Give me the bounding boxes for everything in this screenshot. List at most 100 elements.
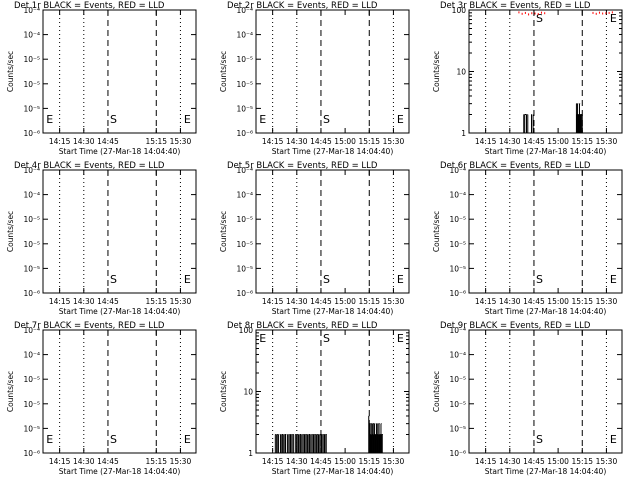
x-tick-label: 14:30 xyxy=(286,137,308,146)
x-tick-label: 15:15 xyxy=(358,297,380,306)
panel-det-4: Det 4r BLACK = Events, RED = LLD10⁻⁴10⁻⁴… xyxy=(6,161,197,316)
plot-frame xyxy=(42,9,197,134)
x-tick-label: 14:30 xyxy=(73,297,95,306)
y-tick-label: 10⁻⁵ xyxy=(23,55,40,64)
x-tick-label: 15:15 xyxy=(358,137,380,146)
x-tick-label: 14:30 xyxy=(499,297,521,306)
y-tick-label: 10 xyxy=(243,388,253,397)
x-axis-label: Start Time (27-Mar-18 14:04:40) xyxy=(485,467,607,476)
x-tick-label: 14:15 xyxy=(262,457,284,466)
x-tick-label: 14:45 xyxy=(523,297,545,306)
x-tick-label: 15:15 xyxy=(145,137,167,146)
x-tick-label: 14:45 xyxy=(97,137,119,146)
x-tick-label: 15:30 xyxy=(596,297,618,306)
x-tick-label: 14:30 xyxy=(286,457,308,466)
x-tick-label: 14:15 xyxy=(262,297,284,306)
plot-frame xyxy=(255,9,410,134)
marker-s: S xyxy=(110,273,117,286)
x-tick-label: 14:15 xyxy=(262,137,284,146)
x-tick-label: 15:30 xyxy=(383,297,405,306)
y-tick-label: 10⁻⁴ xyxy=(449,191,466,200)
series-lld xyxy=(518,11,613,16)
y-tick-label: 10⁻⁴ xyxy=(23,191,40,200)
y-tick-label: 10⁻⁶ xyxy=(236,289,253,298)
marker-s: S xyxy=(536,12,543,25)
x-tick-label: 15:30 xyxy=(170,457,192,466)
y-tick-label: 10⁻⁵ xyxy=(23,215,40,224)
x-tick-label: 14:15 xyxy=(475,137,497,146)
marker-e: E xyxy=(184,113,191,126)
x-tick-label: 15:30 xyxy=(170,137,192,146)
panel-title: Det 8r BLACK = Events, RED = LLD xyxy=(227,321,378,331)
x-tick-label: 14:30 xyxy=(499,457,521,466)
marker-e: E xyxy=(259,113,266,126)
y-tick-label: 10⁻⁵ xyxy=(449,215,466,224)
marker-e: E xyxy=(397,273,404,286)
x-tick-label: 15:30 xyxy=(383,457,405,466)
x-axis-label: Start Time (27-Mar-18 14:04:40) xyxy=(485,307,607,316)
x-tick-label: 15:30 xyxy=(596,137,618,146)
x-tick-label: 14:45 xyxy=(310,457,332,466)
y-tick-label: 10⁻⁵ xyxy=(449,375,466,384)
y-tick-label: 10⁻⁵ xyxy=(236,240,253,249)
y-tick-label: 1 xyxy=(248,449,253,458)
y-tick-label: 10⁻⁵ xyxy=(236,264,253,273)
y-axis-label: Counts/sec xyxy=(219,371,228,412)
y-tick-label: 10 xyxy=(456,68,466,77)
marker-e: E xyxy=(46,433,53,446)
x-tick-label: 15:30 xyxy=(170,297,192,306)
y-tick-label: 1 xyxy=(461,129,466,138)
y-tick-label: 10⁻⁴ xyxy=(236,6,253,15)
x-tick-label: 14:30 xyxy=(499,137,521,146)
x-tick-label: 15:00 xyxy=(547,137,569,146)
plot-frame xyxy=(255,169,410,294)
y-tick-label: 10⁻⁴ xyxy=(236,166,253,175)
panel-title: Det 3r BLACK = Events, RED = LLD xyxy=(440,1,591,11)
x-tick-label: 14:45 xyxy=(97,297,119,306)
x-tick-label: 15:15 xyxy=(358,457,380,466)
x-tick-label: 14:15 xyxy=(49,297,71,306)
y-axis-label: Counts/sec xyxy=(432,211,441,252)
x-tick-label: 15:00 xyxy=(334,457,356,466)
y-tick-label: 10⁻⁵ xyxy=(23,375,40,384)
x-axis-label: Start Time (27-Mar-18 14:04:40) xyxy=(59,467,181,476)
x-tick-label: 14:45 xyxy=(310,137,332,146)
panel-title: Det 9r BLACK = Events, RED = LLD xyxy=(440,321,591,331)
y-axis-label: Counts/sec xyxy=(432,51,441,92)
marker-e: E xyxy=(259,332,266,345)
series-events xyxy=(274,415,384,454)
panel-title: Det 7r BLACK = Events, RED = LLD xyxy=(14,321,165,331)
marker-e: E xyxy=(184,273,191,286)
y-tick-label: 10⁻⁵ xyxy=(23,104,40,113)
y-tick-label: 10⁻⁶ xyxy=(449,449,466,458)
y-tick-label: 10⁻⁶ xyxy=(236,129,253,138)
x-tick-label: 14:30 xyxy=(286,297,308,306)
panel-title: Det 1r BLACK = Events, RED = LLD xyxy=(14,1,165,11)
x-axis-label: Start Time (27-Mar-18 14:04:40) xyxy=(59,147,181,156)
y-tick-label: 10⁻⁶ xyxy=(449,289,466,298)
marker-s: S xyxy=(323,113,330,126)
y-tick-label: 10⁻⁵ xyxy=(236,215,253,224)
panel-title: Det 4r BLACK = Events, RED = LLD xyxy=(14,161,165,171)
y-tick-label: 10⁻⁵ xyxy=(236,80,253,89)
panel-det-7: Det 7r BLACK = Events, RED = LLD10⁻⁴10⁻⁴… xyxy=(6,321,197,476)
y-axis-label: Counts/sec xyxy=(6,211,15,252)
panel-det-9: Det 9r BLACK = Events, RED = LLD10⁻⁴10⁻⁴… xyxy=(432,321,623,476)
marker-s: S xyxy=(536,273,543,286)
plot-frame xyxy=(42,329,197,454)
y-tick-label: 10⁻⁵ xyxy=(449,424,466,433)
y-axis-label: Counts/sec xyxy=(6,51,15,92)
y-tick-label: 10⁻⁴ xyxy=(23,166,40,175)
y-tick-label: 10⁻⁵ xyxy=(449,400,466,409)
x-tick-label: 15:00 xyxy=(334,137,356,146)
marker-e: E xyxy=(610,433,617,446)
y-tick-label: 10⁻⁵ xyxy=(23,80,40,89)
x-tick-label: 14:15 xyxy=(475,297,497,306)
x-tick-label: 15:30 xyxy=(383,137,405,146)
y-tick-label: 10⁻⁴ xyxy=(23,6,40,15)
y-tick-label: 10⁻⁵ xyxy=(23,240,40,249)
marker-e: E xyxy=(610,273,617,286)
x-tick-label: 15:00 xyxy=(334,297,356,306)
